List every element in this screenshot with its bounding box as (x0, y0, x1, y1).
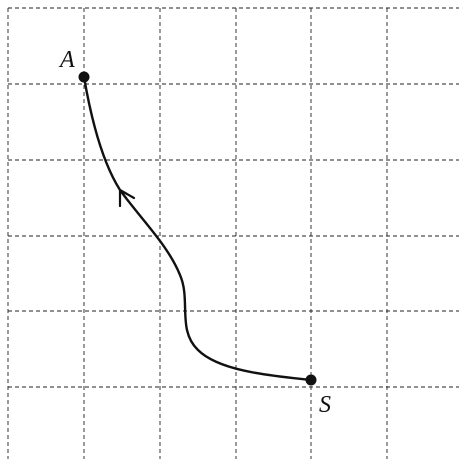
direction-arrow-icon (118, 188, 136, 208)
trajectory-curve (82, 75, 313, 382)
label-s: S (319, 392, 331, 418)
point-s (305, 374, 317, 386)
label-a: A (58, 47, 75, 73)
dashed-grid (7, 7, 459, 459)
point-a (78, 71, 90, 83)
